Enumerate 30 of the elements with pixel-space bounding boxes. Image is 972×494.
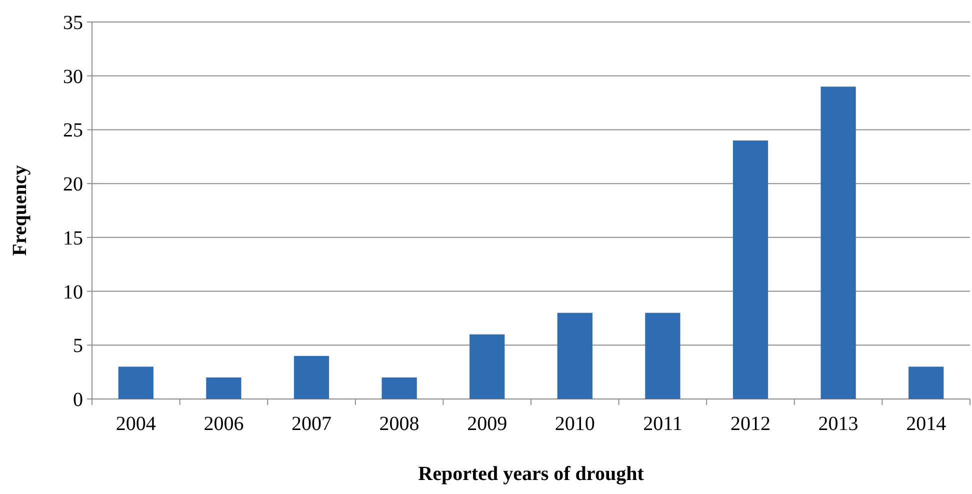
x-tick-label: 2007 <box>292 413 332 435</box>
x-tick-label: 2014 <box>906 413 946 435</box>
x-tick-label: 2009 <box>467 413 508 435</box>
x-tick-label: 2013 <box>818 413 858 435</box>
bar <box>382 377 417 399</box>
bar <box>206 377 242 399</box>
bar <box>732 140 768 399</box>
x-tick-label: 2010 <box>554 413 595 435</box>
bar <box>908 366 944 399</box>
x-tick-label: 2011 <box>643 413 682 435</box>
x-tick-label: 2008 <box>379 413 420 435</box>
y-tick-label: 5 <box>73 335 83 358</box>
bar <box>645 312 680 399</box>
bar <box>557 312 592 399</box>
bar <box>820 86 856 399</box>
y-tick-label: 20 <box>63 174 83 196</box>
x-tick-label: 2006 <box>204 413 244 435</box>
y-axis-title: Frequency <box>9 165 31 256</box>
bar <box>118 366 154 399</box>
y-tick-label: 35 <box>63 12 83 34</box>
y-tick-label: 30 <box>63 66 83 88</box>
bar <box>470 334 505 399</box>
y-tick-label: 25 <box>63 120 83 142</box>
x-axis-title: Reported years of drought <box>418 463 644 485</box>
x-tick-label: 2004 <box>116 413 156 435</box>
y-tick-label: 15 <box>63 227 83 250</box>
y-tick-label: 10 <box>63 281 83 304</box>
y-tick-label: 0 <box>73 389 83 411</box>
bar <box>294 356 330 399</box>
x-tick-label: 2012 <box>730 413 770 435</box>
